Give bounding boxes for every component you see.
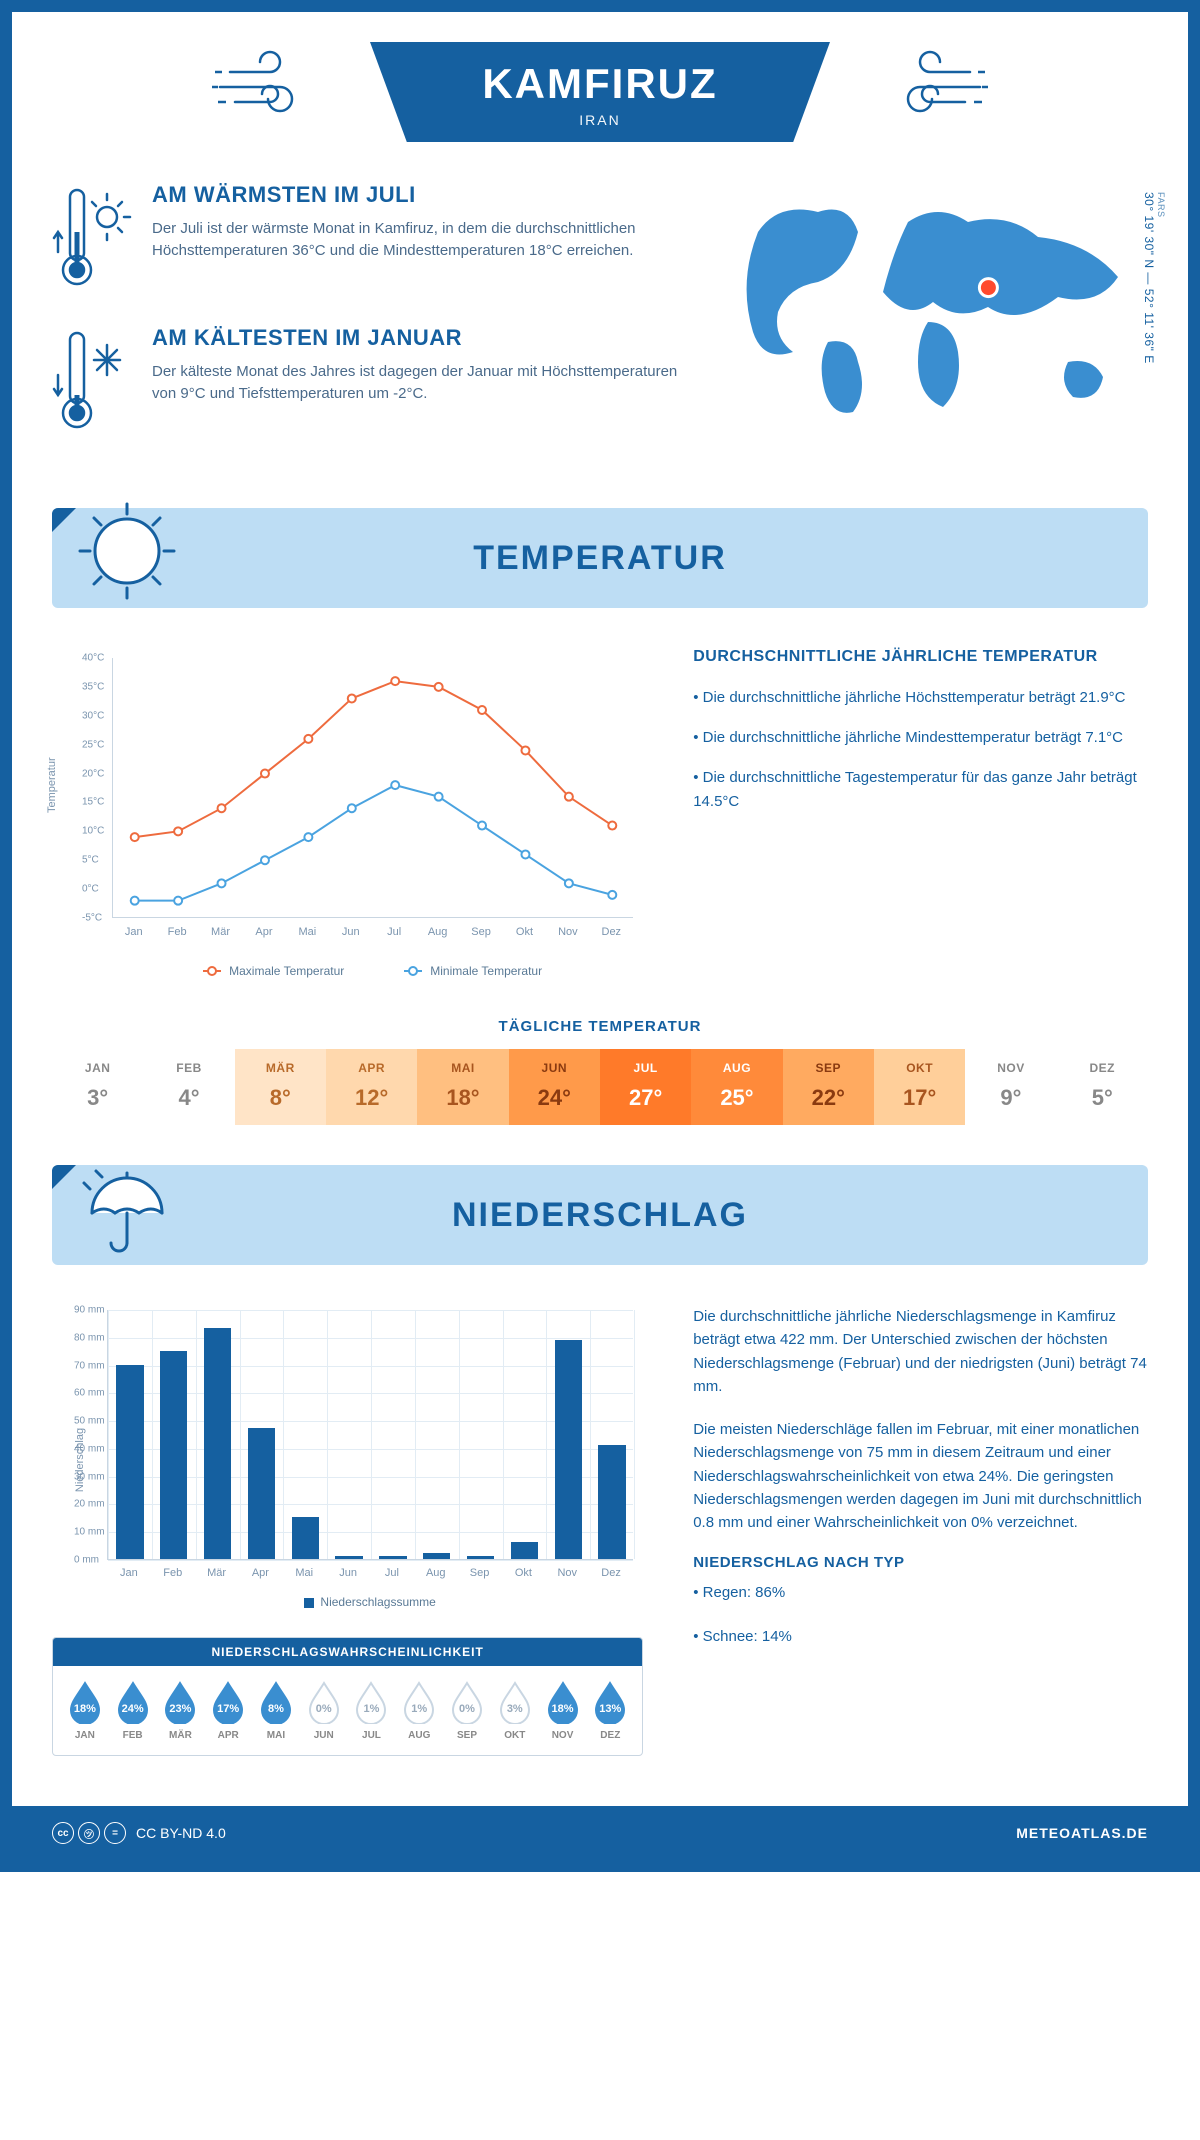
by-icon: ㋡ <box>78 1822 100 1844</box>
daily-temp-cell: APR 12° <box>326 1049 417 1125</box>
raindrop-icon: 0% <box>449 1680 485 1724</box>
probability-cell: 1% JUL <box>348 1680 396 1741</box>
section-banner-precipitation: NIEDERSCHLAG <box>52 1165 1148 1265</box>
precipitation-info: Die durchschnittliche jährliche Niedersc… <box>693 1305 1148 1756</box>
raindrop-icon: 1% <box>401 1680 437 1724</box>
page-footer: cc ㋡ = CC BY-ND 4.0 METEOATLAS.DE <box>12 1806 1188 1860</box>
raindrop-icon: 3% <box>497 1680 533 1724</box>
temperature-info: DURCHSCHNITTLICHE JÄHRLICHE TEMPERATUR •… <box>693 648 1148 978</box>
daily-temp-cell: JAN 3° <box>52 1049 143 1125</box>
nd-icon: = <box>104 1822 126 1844</box>
daily-temp-cell: AUG 25° <box>691 1049 782 1125</box>
daily-temp-cell: DEZ 5° <box>1057 1049 1148 1125</box>
precipitation-probability: NIEDERSCHLAGSWAHRSCHEINLICHKEIT 18% JAN … <box>52 1637 643 1756</box>
umbrella-icon <box>72 1153 182 1263</box>
raindrop-icon: 8% <box>258 1680 294 1724</box>
site-label: METEOATLAS.DE <box>1016 1825 1148 1841</box>
daily-temp-cell: JUN 24° <box>509 1049 600 1125</box>
chart-legend: #leg-max::after{border-color:#ee6b3e}Max… <box>112 964 633 978</box>
page-title: KAMFIRUZ <box>450 60 750 108</box>
cc-icons: cc ㋡ = <box>52 1822 126 1844</box>
probability-cell: 23% MÄR <box>157 1680 205 1741</box>
probability-cell: 0% JUN <box>300 1680 348 1741</box>
chart-legend: Niederschlagssumme <box>107 1595 633 1609</box>
probability-cell: 3% OKT <box>491 1680 539 1741</box>
daily-temperature-table: TÄGLICHE TEMPERATUR JAN 3° FEB 4° MÄR 8°… <box>52 1018 1148 1125</box>
title-banner: KAMFIRUZ IRAN <box>370 42 830 142</box>
daily-temp-cell: MÄR 8° <box>235 1049 326 1125</box>
raindrop-icon: 24% <box>115 1680 151 1724</box>
probability-cell: 8% MAI <box>252 1680 300 1741</box>
probability-cell: 17% APR <box>204 1680 252 1741</box>
precipitation-bar-chart: Niederschlag Niederschlagssumme 0 mm10 m… <box>52 1305 643 1615</box>
info-bullet: • Die durchschnittliche jährliche Höchst… <box>693 686 1148 710</box>
wind-icon <box>210 42 330 132</box>
raindrop-icon: 0% <box>306 1680 342 1724</box>
thermometer-cold-icon <box>52 325 132 440</box>
coordinates-label: FARS 30° 19' 30" N — 52° 11' 36" E <box>1142 192 1166 364</box>
sun-icon <box>72 496 182 606</box>
probability-cell: 13% DEZ <box>586 1680 634 1741</box>
intro-row: AM WÄRMSTEN IM JULI Der Juli ist der wär… <box>52 182 1148 468</box>
warm-block: AM WÄRMSTEN IM JULI Der Juli ist der wär… <box>52 182 688 297</box>
raindrop-icon: 23% <box>162 1680 198 1724</box>
raindrop-icon: 13% <box>592 1680 628 1724</box>
info-bullet: • Schnee: 14% <box>693 1625 1148 1648</box>
thermometer-hot-icon <box>52 182 132 297</box>
info-bullet: • Regen: 86% <box>693 1581 1148 1604</box>
daily-temp-cell: SEP 22° <box>783 1049 874 1125</box>
warm-title: AM WÄRMSTEN IM JULI <box>152 182 688 208</box>
probability-cell: 18% NOV <box>539 1680 587 1741</box>
probability-cell: 1% AUG <box>395 1680 443 1741</box>
wind-icon <box>870 42 990 132</box>
warm-text: Der Juli ist der wärmste Monat in Kamfir… <box>152 218 688 262</box>
daily-temp-cell: MAI 18° <box>417 1049 508 1125</box>
section-banner-temperature: TEMPERATUR <box>52 508 1148 608</box>
raindrop-icon: 18% <box>67 1680 103 1724</box>
page-country: IRAN <box>450 112 750 128</box>
info-bullet: • Die durchschnittliche jährliche Mindes… <box>693 726 1148 750</box>
daily-temp-cell: FEB 4° <box>143 1049 234 1125</box>
cold-text: Der kälteste Monat des Jahres ist dagege… <box>152 361 688 405</box>
cold-title: AM KÄLTESTEN IM JANUAR <box>152 325 688 351</box>
probability-cell: 18% JAN <box>61 1680 109 1741</box>
section-title: TEMPERATUR <box>473 539 727 578</box>
info-bullet: • Die durchschnittliche Tagestemperatur … <box>693 766 1148 814</box>
cc-icon: cc <box>52 1822 74 1844</box>
section-title: NIEDERSCHLAG <box>452 1196 748 1235</box>
raindrop-icon: 17% <box>210 1680 246 1724</box>
raindrop-icon: 1% <box>353 1680 389 1724</box>
page-header: KAMFIRUZ IRAN <box>52 42 1148 142</box>
temperature-line-chart: Temperatur #leg-max::after{border-color:… <box>52 648 643 978</box>
daily-temp-cell: JUL 27° <box>600 1049 691 1125</box>
daily-temp-cell: OKT 17° <box>874 1049 965 1125</box>
probability-cell: 0% SEP <box>443 1680 491 1741</box>
cold-block: AM KÄLTESTEN IM JANUAR Der kälteste Mona… <box>52 325 688 440</box>
license-label: CC BY-ND 4.0 <box>136 1825 226 1841</box>
daily-temp-cell: NOV 9° <box>965 1049 1056 1125</box>
world-map: FARS 30° 19' 30" N — 52° 11' 36" E <box>728 182 1148 468</box>
probability-cell: 24% FEB <box>109 1680 157 1741</box>
raindrop-icon: 18% <box>545 1680 581 1724</box>
